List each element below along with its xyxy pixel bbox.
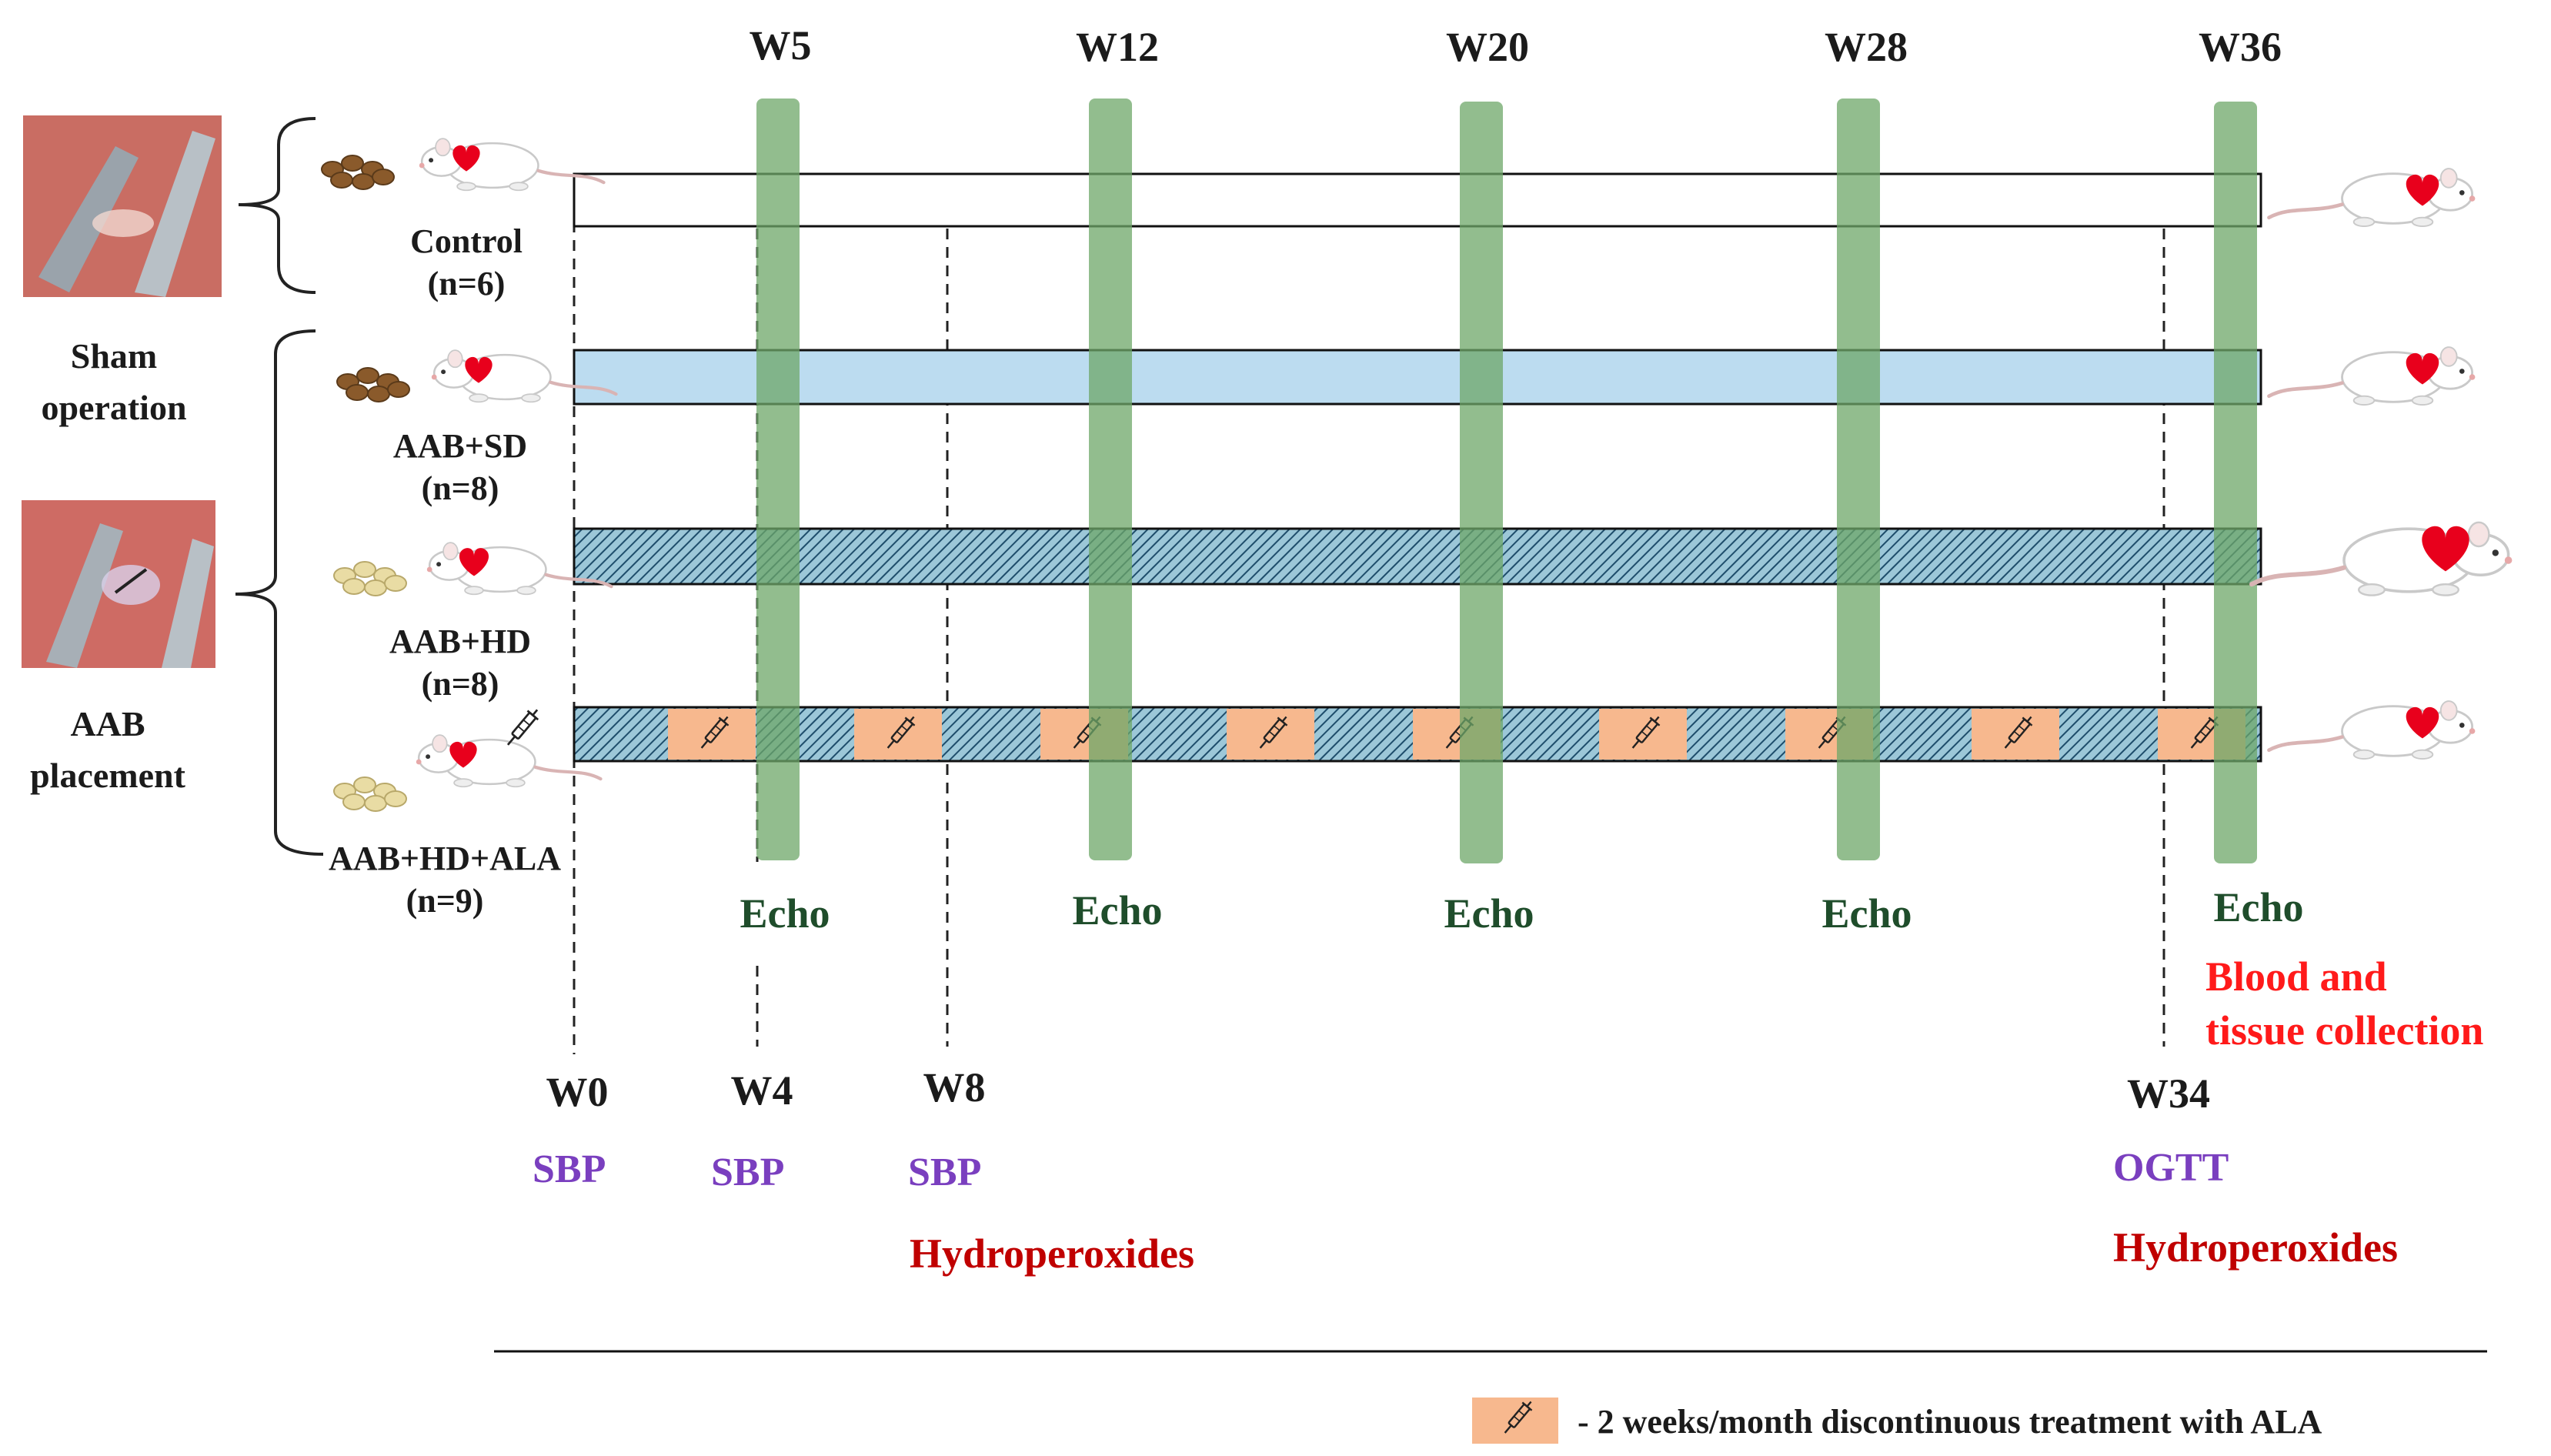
week-label-w20: W20	[1446, 24, 1529, 70]
group-n-aab-hd: (n=8)	[421, 665, 499, 703]
echo-label-w12: Echo	[1072, 887, 1163, 933]
hydroperoxides-w8: Hydroperoxides	[910, 1231, 1195, 1277]
group-name-control: Control	[410, 222, 523, 260]
week-label-w4: W4	[730, 1067, 793, 1114]
rat-aab-sd-right	[2269, 347, 2476, 405]
echo-band-w28	[1837, 99, 1880, 860]
echo-label-w36: Echo	[2213, 884, 2304, 930]
echo-band-w20	[1460, 102, 1503, 863]
group-n-aab-hd-ala: (n=9)	[406, 882, 484, 920]
echo-band-w5	[756, 99, 800, 860]
group-label-aab-hd: AAB+HD (n=8)	[389, 620, 531, 705]
pellets-standard-control	[321, 155, 395, 190]
group-label-aab-sd: AAB+SD (n=8)	[393, 425, 527, 509]
photo-aab-placement	[22, 500, 215, 668]
group-name-aab-hd: AAB+HD	[389, 623, 531, 660]
braces	[235, 117, 324, 856]
echo-band-w12	[1089, 99, 1132, 860]
week-label-w12: W12	[1076, 24, 1159, 70]
week-label-w28: W28	[1825, 24, 1908, 70]
legend-text: - 2 weeks/month discontinuous treatment …	[1578, 1403, 2322, 1441]
week-label-w36: W36	[2199, 24, 2282, 70]
ala-treatment-blocks	[668, 709, 2245, 760]
brace-aab	[235, 329, 324, 856]
right-rats	[2252, 169, 2512, 759]
echo-label-w5: Echo	[740, 890, 830, 937]
group-label-control: Control (n=6)	[410, 220, 523, 305]
week-label-w5: W5	[749, 22, 812, 68]
ala-block	[1972, 709, 2059, 760]
surgery-photos	[22, 115, 222, 668]
rat-control-right	[2269, 169, 2476, 226]
group-bars	[573, 172, 2262, 763]
ala-block	[854, 709, 942, 760]
week-label-w0: W0	[546, 1069, 609, 1115]
bar-aab-sd	[573, 349, 2262, 406]
hydroperoxides-w34: Hydroperoxides	[2113, 1224, 2399, 1271]
week-label-w8: W8	[923, 1064, 986, 1110]
ala-block	[1227, 709, 1314, 760]
echo-bands	[756, 99, 2257, 863]
blood-tissue-collection-line1: Blood and	[2205, 953, 2387, 1000]
echo-label-w28: Echo	[1821, 890, 1912, 937]
ogtt-w34: OGTT	[2113, 1146, 2229, 1190]
sbp-w4: SBP	[711, 1150, 785, 1194]
ala-block	[668, 709, 756, 760]
bar-aab-hd	[573, 527, 2262, 586]
group-name-aab-sd: AAB+SD	[392, 427, 528, 465]
week-label-w34: W34	[2127, 1070, 2210, 1117]
echo-band-w36	[2214, 102, 2257, 863]
brace-sham	[238, 117, 316, 294]
rat-aab-hd-right	[2252, 523, 2512, 596]
pellets-high-aab-hd	[333, 561, 407, 596]
group-n-control: (n=6)	[427, 265, 506, 302]
pellets-standard-aab-sd	[336, 367, 410, 402]
sham-operation-label: Sham operation	[41, 336, 187, 427]
blood-tissue-collection-line2: tissue collection	[2205, 1007, 2484, 1054]
echo-label-w20: Echo	[1444, 890, 1534, 937]
food-pellets	[321, 155, 410, 812]
group-n-aab-sd: (n=8)	[421, 469, 499, 507]
group-name-aab-hd-ala: AAB+HD+ALA	[329, 840, 561, 877]
group-label-aab-hd-ala: AAB+HD+ALA (n=9)	[329, 837, 561, 922]
bar-control	[573, 172, 2262, 228]
ala-block	[1599, 709, 1687, 760]
rat-aab-hd-ala-right	[2269, 701, 2476, 759]
aab-placement-label: AAB placement	[30, 704, 185, 795]
sbp-w8: SBP	[908, 1150, 982, 1194]
pellets-high-aab-hd-ala	[333, 776, 407, 812]
sbp-w0: SBP	[533, 1147, 606, 1191]
syringe-icon	[501, 704, 544, 751]
legend-swatch	[1472, 1397, 1558, 1444]
photo-sham-operation	[23, 115, 222, 297]
